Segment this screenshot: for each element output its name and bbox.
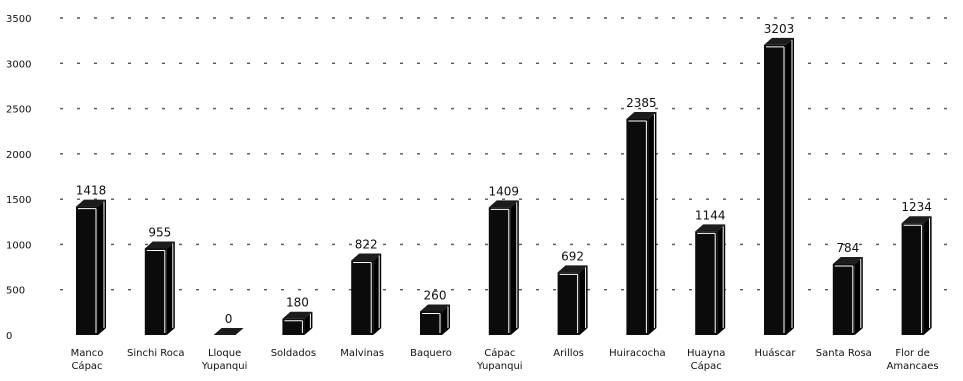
category-label: Soldados	[271, 348, 316, 359]
bar	[213, 328, 244, 335]
category-label: Sinchi Roca	[127, 348, 185, 359]
bar	[626, 111, 657, 335]
bar	[282, 311, 313, 335]
bars	[76, 37, 932, 335]
grid-layer	[60, 17, 958, 291]
y-tick-label: 1000	[6, 240, 31, 251]
category-label: Lloque Yupanqui	[201, 348, 248, 372]
data-label: 3203	[764, 22, 795, 36]
category-label: Huáscar	[755, 347, 797, 359]
data-label: 692	[561, 249, 584, 263]
bar	[351, 253, 382, 335]
bar	[144, 241, 175, 335]
y-tick-label: 2500	[6, 105, 31, 116]
data-label: 955	[148, 226, 171, 240]
data-label: 784	[836, 241, 859, 255]
bar	[420, 304, 450, 335]
category-label: Malvinas	[340, 348, 384, 359]
bar	[901, 216, 932, 335]
category-label: Manco Cápac	[71, 348, 104, 372]
y-tick-label: 500	[6, 286, 25, 297]
data-label: 1144	[695, 208, 726, 222]
y-tick-label: 3000	[6, 59, 31, 70]
bar	[695, 224, 726, 335]
bar	[76, 199, 106, 335]
data-label: 1234	[901, 200, 932, 214]
y-tick-label: 3500	[6, 14, 31, 25]
category-label: Baquero	[410, 348, 452, 359]
category-label: Santa Rosa	[816, 348, 872, 359]
category-label: Huayna Cápac	[687, 348, 725, 372]
category-label: Huiracocha	[609, 348, 665, 359]
data-label: 1418	[76, 184, 107, 198]
category-label: Arillos	[553, 348, 584, 359]
data-label: 0	[225, 312, 233, 326]
bar	[557, 265, 588, 335]
data-label: 1409	[489, 184, 520, 198]
bar	[832, 256, 863, 335]
category-label: Flor de Amancaes	[887, 348, 939, 372]
data-label: 2385	[626, 96, 657, 110]
bar	[764, 37, 794, 335]
data-label: 822	[355, 238, 378, 252]
bar	[488, 200, 519, 335]
data-label: 260	[424, 288, 447, 302]
y-tick-label: 2000	[6, 150, 31, 161]
data-labels: 1418 955 0 180 822 260 1409 692 2385 1144 3203 784 1…	[76, 22, 932, 326]
data-label: 180	[286, 296, 309, 310]
y-tick-label: 1500	[6, 195, 31, 206]
y-tick-label: 0	[6, 331, 12, 342]
y-axis: 0 500 1000 1500 2000 2500 3000 3500	[6, 14, 31, 342]
x-axis: Manco Cápac Sinchi Roca Lloque Yupanqui Solda…	[71, 347, 939, 372]
category-label: Cápac Yupanqui	[476, 347, 523, 372]
